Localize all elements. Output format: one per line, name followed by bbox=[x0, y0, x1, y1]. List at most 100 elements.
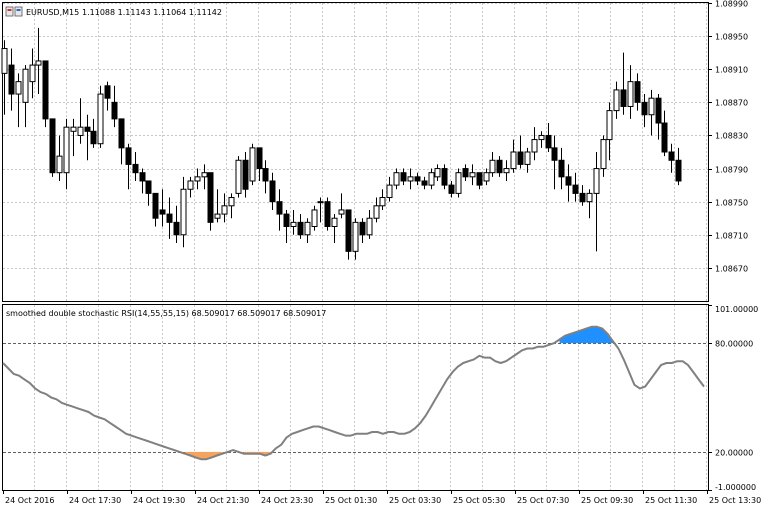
candle[interactable] bbox=[400, 168, 407, 186]
candle[interactable] bbox=[434, 164, 441, 181]
candle[interactable] bbox=[421, 176, 428, 190]
candle[interactable] bbox=[290, 209, 297, 235]
candle[interactable] bbox=[49, 118, 56, 177]
candle[interactable] bbox=[317, 197, 324, 223]
candle[interactable] bbox=[228, 193, 235, 219]
candle[interactable] bbox=[304, 218, 311, 244]
candle[interactable] bbox=[386, 176, 393, 202]
candle[interactable] bbox=[166, 197, 173, 239]
candle[interactable] bbox=[63, 118, 70, 190]
candle[interactable] bbox=[428, 168, 435, 190]
candle[interactable] bbox=[551, 135, 558, 190]
candle[interactable] bbox=[489, 152, 496, 177]
candle[interactable] bbox=[77, 98, 84, 144]
candle[interactable] bbox=[606, 102, 613, 161]
candle[interactable] bbox=[531, 127, 538, 161]
candle[interactable] bbox=[393, 168, 400, 190]
candle[interactable] bbox=[448, 180, 455, 198]
candle[interactable] bbox=[97, 85, 104, 148]
candle[interactable] bbox=[675, 147, 682, 186]
candle[interactable] bbox=[462, 164, 469, 181]
candle[interactable] bbox=[276, 189, 283, 231]
candle[interactable] bbox=[414, 172, 421, 186]
candle[interactable] bbox=[256, 147, 263, 181]
candle[interactable] bbox=[558, 147, 565, 190]
candle[interactable] bbox=[22, 65, 29, 128]
candle[interactable] bbox=[139, 168, 146, 194]
candle[interactable] bbox=[613, 81, 620, 119]
candle[interactable] bbox=[503, 160, 510, 181]
candle[interactable] bbox=[641, 94, 648, 128]
candle[interactable] bbox=[201, 164, 208, 190]
candle[interactable] bbox=[648, 89, 655, 136]
candle[interactable] bbox=[579, 185, 586, 206]
candle[interactable] bbox=[627, 65, 634, 119]
candle[interactable] bbox=[338, 193, 345, 219]
candle[interactable] bbox=[152, 192, 159, 227]
candle[interactable] bbox=[593, 152, 600, 252]
candle[interactable] bbox=[207, 172, 214, 231]
candle[interactable] bbox=[538, 131, 545, 148]
candle[interactable] bbox=[1, 40, 8, 115]
candle[interactable] bbox=[476, 172, 483, 190]
candle[interactable] bbox=[283, 209, 290, 244]
candle[interactable] bbox=[469, 164, 476, 186]
candle[interactable] bbox=[661, 110, 668, 157]
candle[interactable] bbox=[441, 164, 448, 190]
candle[interactable] bbox=[586, 189, 593, 219]
candle[interactable] bbox=[297, 214, 304, 239]
candle[interactable] bbox=[187, 176, 194, 198]
candle[interactable] bbox=[311, 205, 318, 231]
candle[interactable] bbox=[194, 168, 201, 190]
candle[interactable] bbox=[90, 118, 97, 148]
symbol-icon-secondary[interactable] bbox=[14, 6, 23, 17]
symbol-icon[interactable] bbox=[5, 6, 14, 17]
candle[interactable] bbox=[496, 156, 503, 177]
candle[interactable] bbox=[242, 152, 249, 198]
candle[interactable] bbox=[111, 85, 118, 128]
candle[interactable] bbox=[145, 180, 152, 206]
candle[interactable] bbox=[324, 197, 331, 231]
candle[interactable] bbox=[524, 147, 531, 173]
candle[interactable] bbox=[269, 172, 276, 210]
candle[interactable] bbox=[359, 218, 366, 244]
candle[interactable] bbox=[572, 172, 579, 202]
candle[interactable] bbox=[620, 52, 627, 115]
candle[interactable] bbox=[35, 27, 42, 95]
candle[interactable] bbox=[214, 189, 221, 223]
candle[interactable] bbox=[373, 197, 380, 223]
candle[interactable] bbox=[634, 73, 641, 111]
candle[interactable] bbox=[8, 48, 15, 111]
candle[interactable] bbox=[180, 176, 187, 248]
candle[interactable] bbox=[84, 114, 91, 161]
candle[interactable] bbox=[42, 60, 49, 128]
candle[interactable] bbox=[366, 209, 373, 239]
candle[interactable] bbox=[15, 73, 22, 128]
candle[interactable] bbox=[262, 160, 269, 194]
candle[interactable] bbox=[483, 168, 490, 186]
candle[interactable] bbox=[70, 118, 77, 157]
candle[interactable] bbox=[249, 143, 256, 186]
candle[interactable] bbox=[455, 168, 462, 198]
candle[interactable] bbox=[510, 139, 517, 173]
candle[interactable] bbox=[235, 156, 242, 198]
candle[interactable] bbox=[352, 218, 359, 260]
candle[interactable] bbox=[221, 193, 228, 223]
candlestick-series[interactable] bbox=[1, 27, 682, 260]
candle[interactable] bbox=[379, 189, 386, 210]
candle[interactable] bbox=[565, 164, 572, 202]
candle[interactable] bbox=[345, 209, 352, 260]
candle[interactable] bbox=[56, 135, 63, 181]
candle[interactable] bbox=[173, 205, 180, 244]
candle[interactable] bbox=[29, 48, 36, 99]
candle[interactable] bbox=[118, 118, 125, 165]
candle[interactable] bbox=[104, 81, 111, 111]
candle[interactable] bbox=[125, 143, 132, 190]
candle[interactable] bbox=[655, 94, 662, 140]
candle[interactable] bbox=[407, 168, 414, 190]
candle[interactable] bbox=[517, 135, 524, 169]
candle[interactable] bbox=[545, 123, 552, 152]
candle[interactable] bbox=[159, 189, 166, 227]
